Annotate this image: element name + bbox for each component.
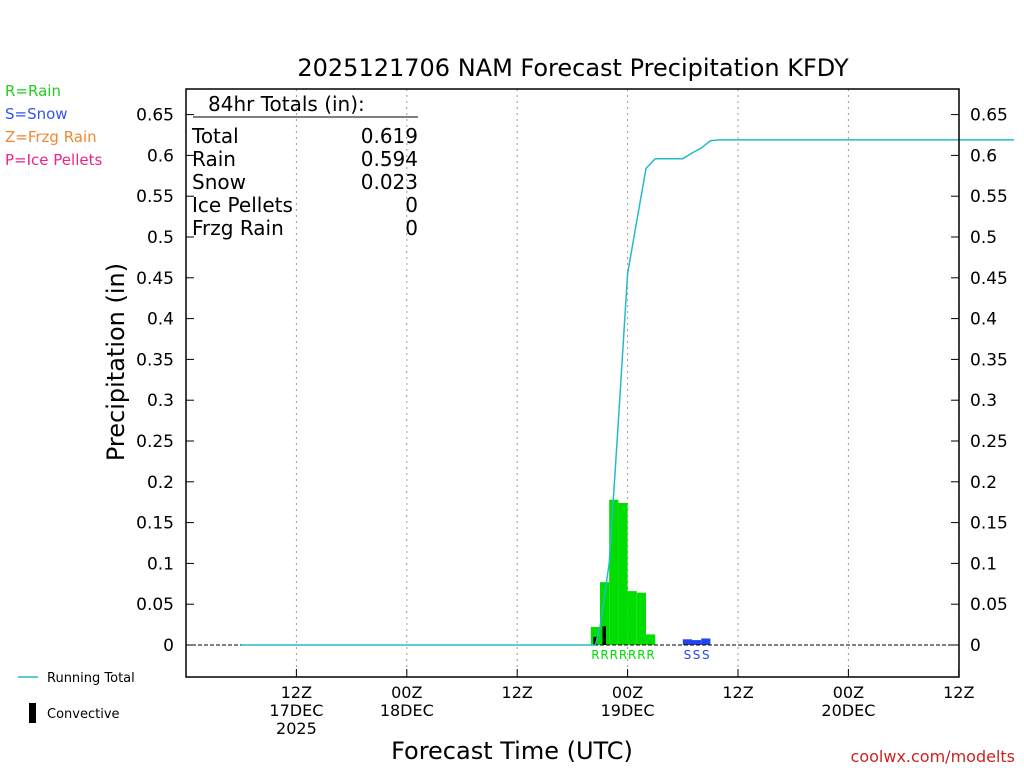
snow-bar-1 [692, 640, 702, 645]
y-tick-label-left: 0.25 [136, 432, 174, 452]
totals-label: Ice Pellets [192, 193, 293, 217]
x-tick-label: 12Z [502, 683, 533, 702]
x-tick-label: 12Z [722, 683, 753, 702]
y-axis-label: Precipitation (in) [102, 263, 130, 461]
snow-marker: S [684, 648, 692, 662]
x-tick-label: 2025 [276, 719, 317, 738]
y-tick-label-right: 0.35 [970, 350, 1008, 370]
y-tick-label-right: 0.6 [970, 146, 997, 166]
rain-bar-6 [646, 634, 656, 645]
chart-title: 2025121706 NAM Forecast Precipitation KF… [297, 54, 849, 82]
convective-bar-1 [602, 626, 606, 645]
y-axis-right: 0 0.05 0.1 0.15 0.2 0.25 0.3 0.35 0.4 0.45 0.5 0.55… [951, 106, 1008, 656]
credit-text: coolwx.com/modelts [851, 747, 1015, 766]
totals-label: Rain [192, 147, 236, 171]
x-tick-label: 12Z [281, 683, 312, 702]
rain-bar-2 [609, 499, 619, 645]
totals-value: 0.619 [361, 124, 418, 148]
y-tick-label-left: 0.2 [147, 473, 174, 493]
plot-frame [185, 88, 960, 678]
rain-marker: R [628, 648, 636, 662]
totals-label: Snow [192, 170, 246, 194]
running-total-legend-label: Running Total [47, 671, 135, 686]
y-tick-label-left: 0.5 [147, 228, 174, 248]
rain-marker: R [610, 648, 618, 662]
snow-bar-2 [701, 638, 711, 645]
rain-bar-3 [618, 503, 628, 645]
totals-value: 0.594 [361, 147, 418, 171]
y-tick-label-left: 0.35 [136, 350, 174, 370]
x-tick-label: 12Z [943, 683, 974, 702]
rain-marker: R [637, 648, 645, 662]
y-tick-label-left: 0.4 [147, 310, 174, 330]
y-tick-label-right: 0.1 [970, 554, 997, 574]
x-tick-label: 20DEC [821, 701, 875, 720]
convective-bar-0 [593, 636, 597, 645]
y-axis-left: 0 0.05 0.1 0.15 0.2 0.25 0.3 0.35 0.4 0.45 0.5 0.55… [136, 106, 194, 656]
x-tick-label: 18DEC [380, 701, 434, 720]
x-tick-label: 00Z [391, 683, 422, 702]
totals-value: 0 [405, 193, 418, 217]
y-tick-label-right: 0.2 [970, 473, 997, 493]
y-tick-label-right: 0.05 [970, 595, 1008, 615]
totals-label: Total [191, 124, 239, 148]
x-tick-label: 17DEC [269, 701, 323, 720]
rain-bar-5 [636, 592, 646, 645]
precip-type-legend: R=Rain S=Snow Z=Frzg Rain P=Ice Pellets [5, 82, 102, 169]
rain-bar-1 [600, 582, 610, 645]
rain-marker: R [591, 648, 599, 662]
rain-marker: R [646, 648, 654, 662]
y-tick-label-left: 0.65 [136, 106, 174, 126]
snow-bar-0 [682, 639, 692, 645]
rain-marker: R [619, 648, 627, 662]
totals-header: 84hr Totals (in): [208, 92, 365, 116]
y-tick-label-right: 0.3 [970, 391, 997, 411]
rain-bar-4 [627, 591, 637, 645]
y-tick-label-right: 0.55 [970, 187, 1008, 207]
y-tick-label-right: 0.45 [970, 269, 1008, 289]
y-tick-label-left: 0.3 [147, 391, 174, 411]
y-tick-label-left: 0.55 [136, 187, 174, 207]
y-tick-label-right: 0 [970, 636, 981, 656]
totals-box: 84hr Totals (in): Total 0.619 Rain 0.594 Sno… [191, 92, 418, 240]
legend-type-entry: R=Rain [5, 82, 61, 100]
y-tick-label-left: 0.45 [136, 269, 174, 289]
x-tick-label: 00Z [833, 683, 864, 702]
running-total-line [241, 139, 1014, 646]
x-tick-label: 00Z [612, 683, 643, 702]
y-tick-label-left: 0.1 [147, 554, 174, 574]
x-axis-label: Forecast Time (UTC) [391, 737, 633, 765]
y-tick-label-right: 0.4 [970, 310, 997, 330]
y-tick-label-right: 0.25 [970, 432, 1008, 452]
precipitation-bars [590, 499, 711, 645]
line-legend: Running Total Convective [18, 671, 135, 723]
snow-marker: S [702, 648, 710, 662]
y-tick-label-left: 0.05 [136, 595, 174, 615]
grid-lines [295, 89, 960, 677]
convective-legend-swatch [29, 703, 36, 723]
convective-legend-label: Convective [47, 707, 120, 722]
y-tick-label-left: 0 [163, 636, 174, 656]
rain-bar-0 [590, 627, 600, 645]
y-tick-label-right: 0.5 [970, 228, 997, 248]
y-tick-label-left: 0.15 [136, 514, 174, 534]
x-tick-label: 19DEC [601, 701, 655, 720]
legend-type-entry: Z=Frzg Rain [5, 128, 97, 146]
totals-value: 0.023 [361, 170, 418, 194]
snow-marker: S [693, 648, 701, 662]
legend-type-entry: P=Ice Pellets [5, 151, 102, 169]
totals-rows: Total 0.619 Rain 0.594 Snow 0.023 Ice Pellets 0… [191, 124, 418, 240]
totals-value: 0 [405, 216, 418, 240]
rain-marker: R [600, 648, 608, 662]
y-tick-label-left: 0.6 [147, 146, 174, 166]
y-tick-label-right: 0.65 [970, 106, 1008, 126]
legend-type-entry: S=Snow [5, 105, 68, 123]
y-tick-label-right: 0.15 [970, 514, 1008, 534]
totals-label: Frzg Rain [192, 216, 284, 240]
